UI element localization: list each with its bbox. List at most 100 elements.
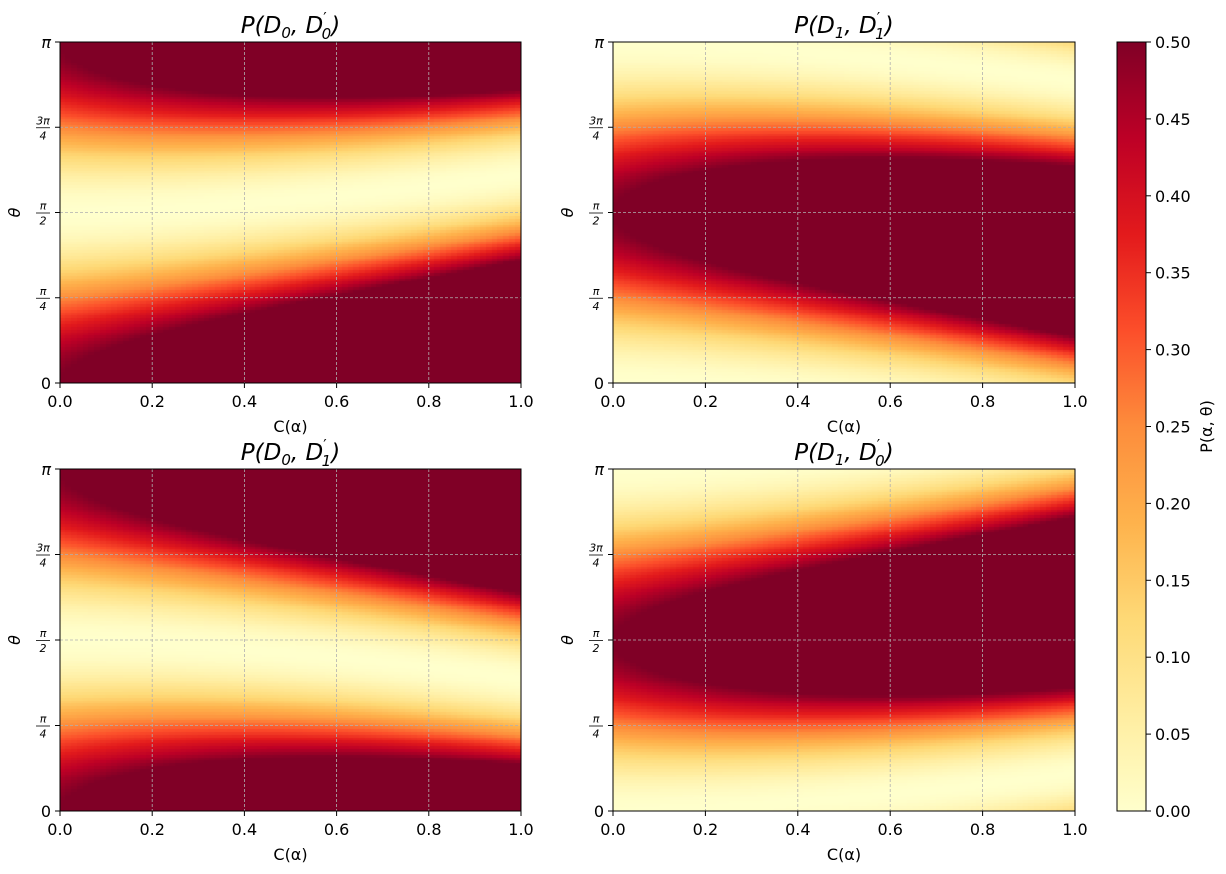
x-tick-label: 0.4 — [785, 820, 810, 839]
y-tick-numerator: 3π — [36, 114, 50, 127]
x-tick-label: 0.8 — [416, 392, 441, 411]
y-tick-label: π4 — [36, 713, 50, 741]
panel-title: P(D1, D′ 0) — [794, 436, 893, 470]
colorbar-tick-label: 0.10 — [1155, 648, 1191, 667]
x-tick-label: 0.2 — [139, 820, 164, 839]
y-tick-label: 0 — [594, 374, 604, 393]
colorbar-tick-label: 0.35 — [1155, 264, 1191, 283]
colorbar-tick-label: 0.30 — [1155, 341, 1191, 360]
y-tick-denominator: 2 — [593, 215, 600, 228]
colorbar-gradient — [1116, 41, 1147, 812]
x-tick-label: 0.8 — [970, 820, 995, 839]
y-tick-label: π4 — [36, 285, 50, 313]
y-tick-label: π — [594, 460, 604, 479]
y-tick-label: 0 — [41, 802, 51, 821]
x-tick-label: 0.8 — [970, 392, 995, 411]
grid — [613, 469, 1075, 811]
y-tick-numerator: π — [40, 200, 47, 213]
y-tick-label: π4 — [589, 713, 603, 741]
y-tick-label: π — [41, 460, 51, 479]
y-tick-denominator: 2 — [40, 642, 47, 655]
y-tick-denominator: 4 — [593, 557, 600, 570]
y-tick-label: π2 — [36, 627, 50, 655]
y-tick-label: 3π4 — [36, 542, 50, 570]
x-tick-label: 0.4 — [232, 820, 257, 839]
y-axis-label: θ — [558, 207, 577, 217]
x-tick-label: 1.0 — [508, 392, 533, 411]
x-axis-label: C(α) — [273, 845, 307, 864]
y-tick-numerator: 3π — [36, 542, 50, 555]
y-tick-label: 0 — [594, 802, 604, 821]
x-tick-label: 0.6 — [324, 392, 349, 411]
y-axis-label: θ — [5, 207, 24, 217]
y-tick-denominator: 4 — [593, 300, 600, 313]
colorbar-tick-label: 0.00 — [1155, 802, 1191, 821]
y-tick-numerator: π — [593, 627, 600, 640]
colorbar-tick-label: 0.05 — [1155, 725, 1191, 744]
colorbar-tick-label: 0.40 — [1155, 187, 1191, 206]
y-tick-label: π4 — [589, 285, 603, 313]
x-tick-label: 1.0 — [1062, 820, 1087, 839]
y-tick-denominator: 4 — [40, 129, 47, 142]
y-tick-label: π2 — [589, 627, 603, 655]
y-tick-numerator: 3π — [589, 114, 603, 127]
grid — [613, 42, 1075, 383]
y-tick-numerator: π — [593, 200, 600, 213]
x-axis-label: C(α) — [827, 845, 861, 864]
x-tick-label: 0.0 — [600, 392, 625, 411]
y-tick-label: 0 — [41, 374, 51, 393]
colorbar: 0.00 0.05 0.10 0.15 0.20 0.25 0.30 0.35 0.40 0.45… — [1116, 33, 1216, 821]
x-tick-label: 0.8 — [416, 820, 441, 839]
y-axis-label: θ — [5, 635, 24, 645]
y-tick-label: π2 — [36, 200, 50, 228]
panel-title: P(D1, D′ 1) — [794, 9, 893, 43]
y-tick-numerator: 3π — [589, 542, 603, 555]
y-tick-numerator: π — [40, 285, 47, 298]
y-tick-denominator: 2 — [40, 215, 47, 228]
x-tick-label: 0.6 — [877, 392, 902, 411]
colorbar-label: P(α, θ) — [1197, 400, 1216, 453]
grid — [60, 42, 521, 383]
colorbar-tick-label: 0.45 — [1155, 110, 1191, 129]
x-tick-label: 0.2 — [693, 820, 718, 839]
y-tick-numerator: π — [40, 627, 47, 640]
y-tick-denominator: 2 — [593, 642, 600, 655]
x-tick-label: 0.2 — [139, 392, 164, 411]
y-tick-denominator: 4 — [40, 728, 47, 741]
y-tick-numerator: π — [593, 285, 600, 298]
x-tick-label: 0.6 — [324, 820, 349, 839]
y-tick-label: π2 — [589, 200, 603, 228]
x-tick-label: 1.0 — [1062, 392, 1087, 411]
x-tick-label: 0.0 — [47, 820, 72, 839]
colorbar-tick-label: 0.15 — [1155, 571, 1191, 590]
y-tick-label: 3π4 — [589, 542, 603, 570]
y-tick-numerator: π — [40, 713, 47, 726]
colorbar-tick-label: 0.25 — [1155, 418, 1191, 437]
x-tick-label: 0.0 — [600, 820, 625, 839]
y-tick-label: 3π4 — [36, 114, 50, 142]
panel-title: P(D0, D′ 0) — [241, 9, 340, 43]
x-axis-label: C(α) — [273, 417, 307, 436]
y-tick-numerator: π — [593, 713, 600, 726]
x-tick-label: 0.2 — [693, 392, 718, 411]
grid — [60, 469, 521, 811]
x-tick-label: 0.6 — [877, 820, 902, 839]
x-tick-label: 0.4 — [232, 392, 257, 411]
y-tick-denominator: 4 — [593, 129, 600, 142]
y-tick-label: 3π4 — [589, 114, 603, 142]
y-tick-denominator: 4 — [40, 557, 47, 570]
x-tick-label: 0.4 — [785, 392, 810, 411]
y-tick-label: π — [41, 33, 51, 52]
x-axis-label: C(α) — [827, 417, 861, 436]
x-tick-label: 1.0 — [508, 820, 533, 839]
panel-title: P(D0, D′ 1) — [241, 436, 340, 470]
y-tick-label: π — [594, 33, 604, 52]
x-tick-label: 0.0 — [47, 392, 72, 411]
y-tick-denominator: 4 — [40, 300, 47, 313]
y-tick-denominator: 4 — [593, 728, 600, 741]
